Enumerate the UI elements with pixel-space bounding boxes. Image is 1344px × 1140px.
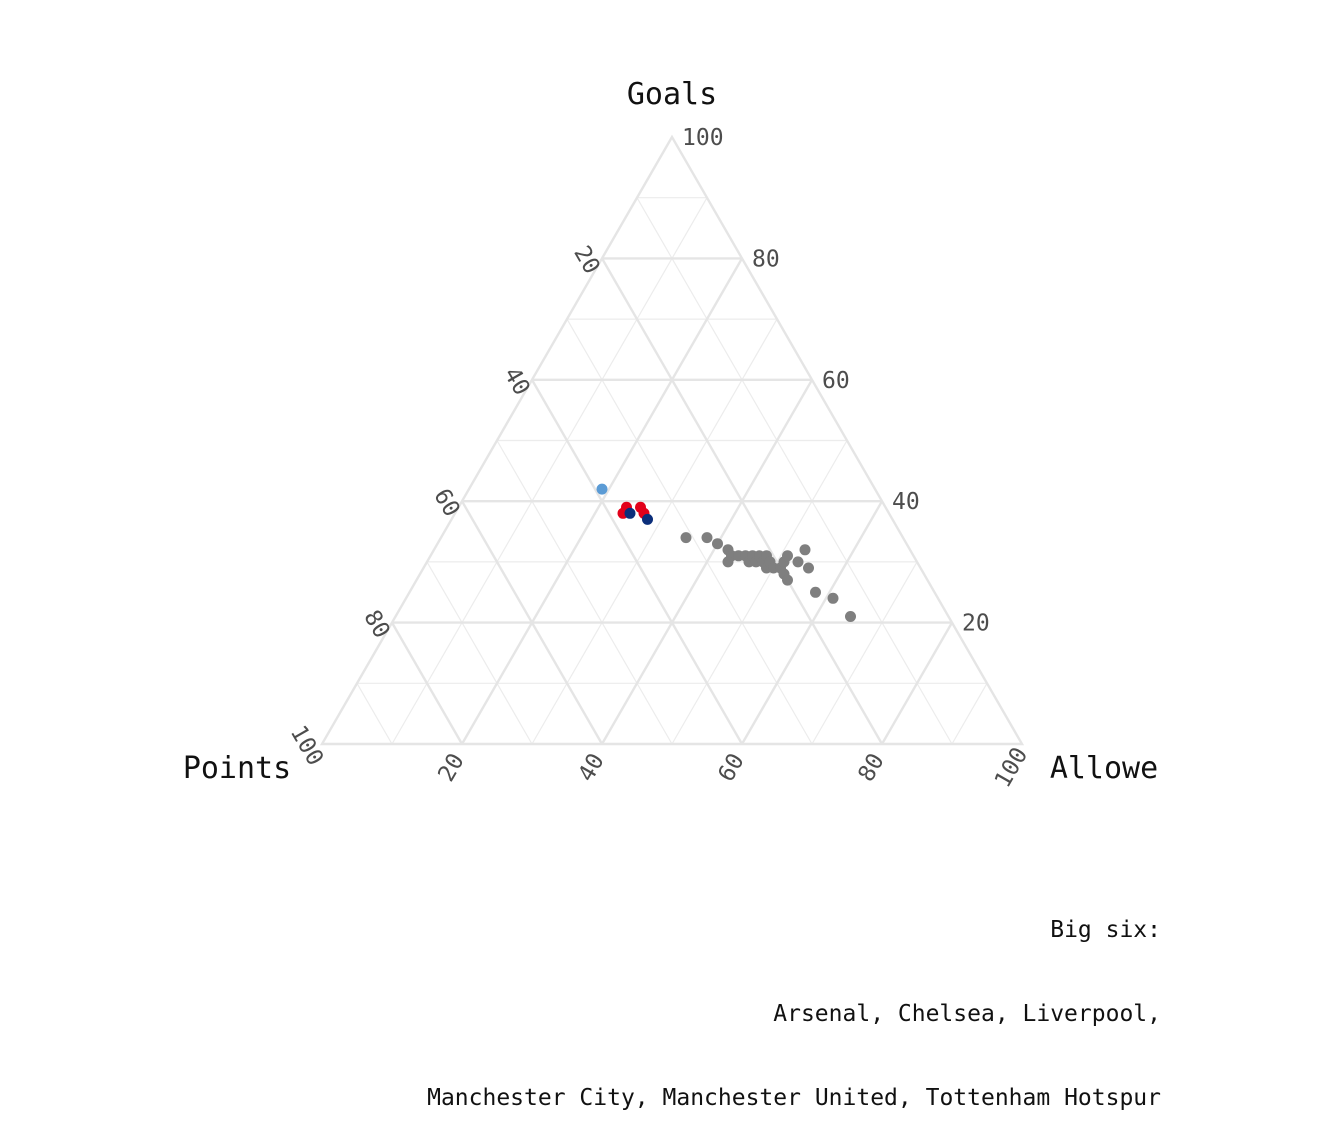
caption-line-2: Arsenal, Chelsea, Liverpool, (773, 1001, 1161, 1027)
tick-label-goals: 60 (822, 368, 850, 394)
data-point (827, 592, 839, 604)
caption-line-3: Manchester City, Manchester United, Tott… (427, 1085, 1161, 1111)
caption: Big six: Arsenal, Chelsea, Liverpool, Ma… (427, 860, 1161, 1140)
tick-label-points: 80 (358, 606, 394, 643)
grid-line-points (496, 440, 673, 745)
data-point (701, 532, 713, 544)
grid-line-points (390, 622, 464, 745)
tick-label-points: 20 (568, 242, 604, 279)
grid-line-allowed (671, 440, 848, 745)
grid-line-points (426, 561, 533, 745)
data-point (596, 483, 608, 495)
data-point (635, 501, 646, 513)
tick-label-allowed: 20 (433, 749, 469, 786)
tick-label-points: 60 (428, 484, 464, 521)
grid-line-allowed (600, 379, 814, 745)
tick-label-goals: 20 (962, 611, 990, 637)
data-point (799, 544, 811, 556)
data-point (642, 513, 653, 525)
tick-label-allowed: 40 (573, 749, 609, 786)
data-point (712, 538, 723, 550)
data-point (722, 556, 734, 568)
minor-grid (356, 197, 988, 745)
tick-labels: 20 20 20 40 40 40 60 60 60 80 80 80 100 100 100 (285, 125, 1033, 792)
data-point (680, 532, 692, 544)
tick-label-points: 100 (285, 721, 328, 770)
tick-label-points: 40 (498, 363, 534, 400)
data-point (782, 574, 793, 586)
axis-label-allowed: Allowe (1050, 751, 1158, 786)
data-point (845, 611, 856, 622)
grid-line-allowed (880, 622, 954, 745)
grid-line-points (636, 197, 953, 745)
data-point (803, 562, 814, 574)
data-point (810, 586, 821, 598)
data-point (792, 556, 804, 568)
data-point (782, 550, 793, 562)
grid-line-points (356, 683, 393, 745)
data-points (596, 483, 856, 622)
caption-line-1: Big six: (1050, 917, 1161, 943)
tick-label-goals: 100 (682, 125, 724, 151)
grid-line-allowed (740, 500, 884, 745)
grid-line-allowed (531, 318, 778, 745)
tick-label-allowed: 60 (713, 749, 749, 786)
grid-line-points (530, 379, 744, 745)
grid-line-allowed (391, 197, 708, 745)
grid-line-points (460, 500, 604, 745)
major-grid (319, 134, 1025, 746)
axis-label-points: Points (183, 751, 291, 786)
grid-line-points (566, 318, 813, 745)
tick-label-allowed: 100 (990, 743, 1033, 792)
tick-label-goals: 40 (892, 489, 920, 515)
grid-line-allowed (951, 683, 988, 745)
tick-label-goals: 80 (752, 246, 780, 272)
tick-label-allowed: 80 (853, 749, 889, 786)
axis-label-goals: Goals (627, 77, 717, 112)
triangle-border (319, 134, 1025, 746)
data-point (624, 507, 636, 519)
grid-line-allowed (811, 561, 918, 745)
